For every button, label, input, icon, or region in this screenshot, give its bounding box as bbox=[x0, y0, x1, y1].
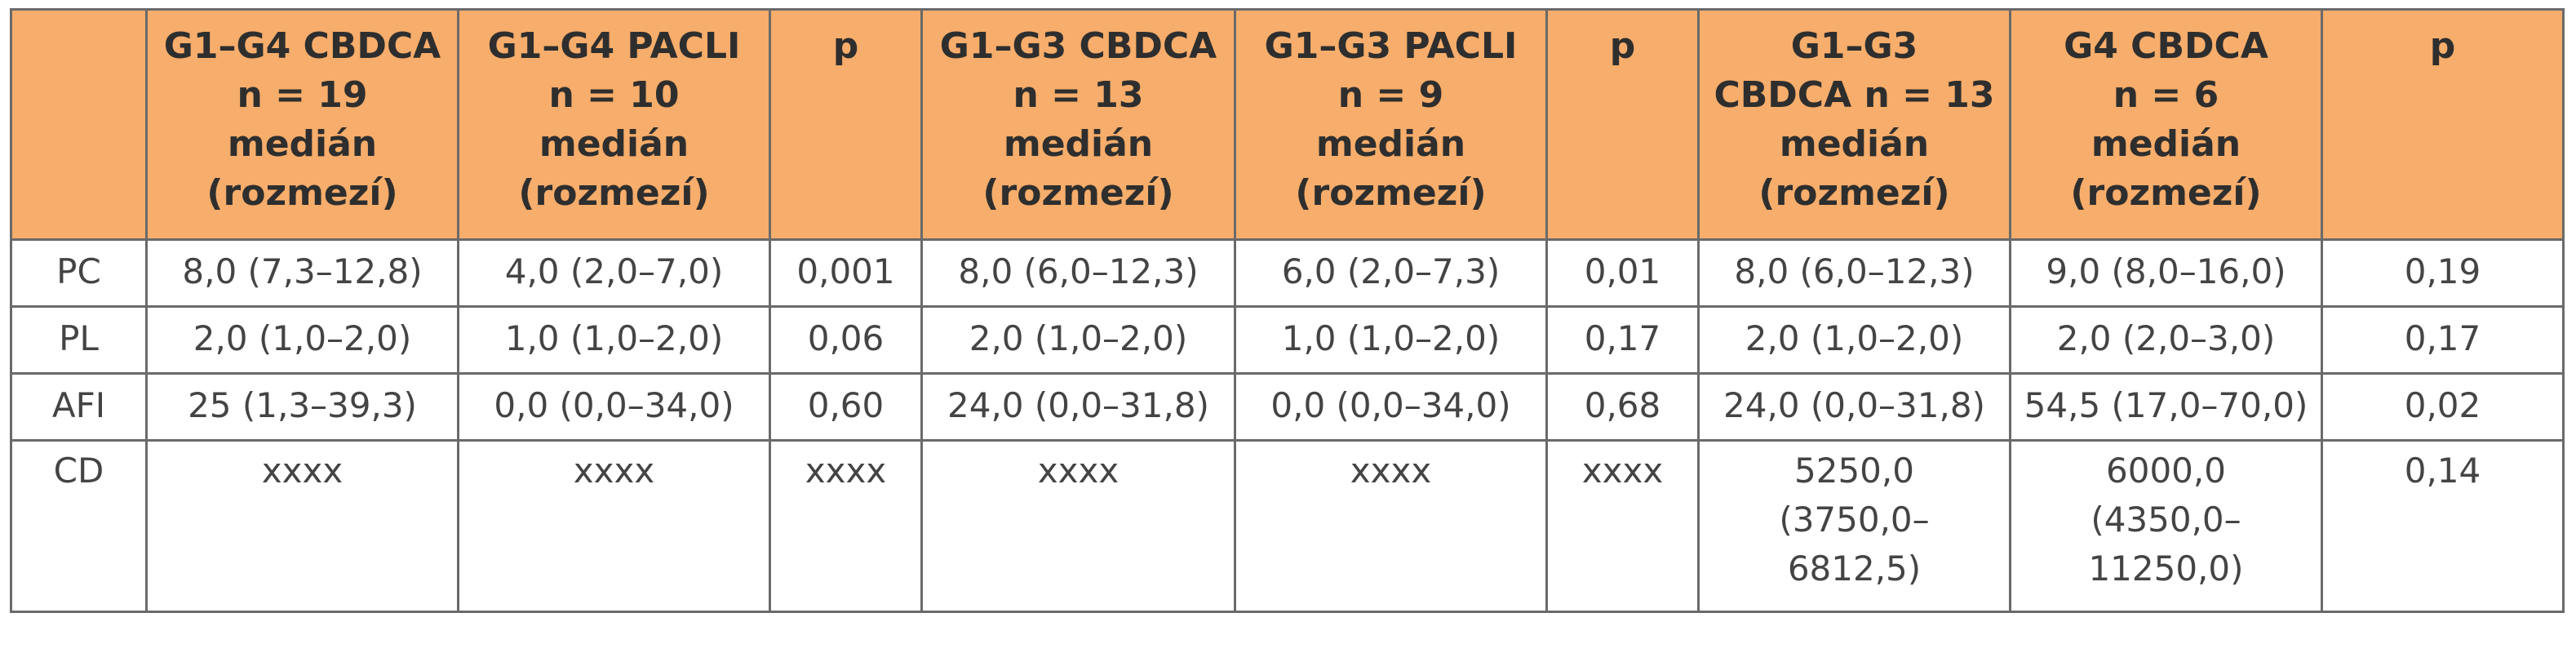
header-line: n = 10 bbox=[548, 74, 680, 116]
table-cell: 8,0 (7,3–12,8) bbox=[145, 238, 459, 308]
header-cell-p-1: p bbox=[769, 8, 923, 241]
header-line: medián bbox=[1003, 123, 1154, 165]
table-cell: 0,0 (0,0–34,0) bbox=[457, 372, 771, 442]
table-row-cd: CD xxxx xxxx xxxx xxxx xxxx xxxx 5250,0 … bbox=[10, 439, 2565, 613]
cell-line: 6812,5) bbox=[1787, 549, 1922, 589]
table-header-row: G1–G4 CBDCA n = 19 medián (rozmezí) G1–G… bbox=[10, 8, 2565, 241]
header-line: G1–G4 PACLI bbox=[487, 25, 741, 67]
table-cell: xxxx bbox=[920, 439, 1236, 613]
cell-line: 5250,0 bbox=[1794, 451, 1914, 491]
table-cell: 0,001 bbox=[769, 238, 923, 308]
table-cell: xxxx bbox=[1545, 439, 1700, 613]
header-cell-g1g4-cbdca: G1–G4 CBDCA n = 19 medián (rozmezí) bbox=[145, 8, 459, 241]
results-table-container: G1–G4 CBDCA n = 19 medián (rozmezí) G1–G… bbox=[10, 8, 2565, 613]
row-label: CD bbox=[10, 439, 148, 613]
table-cell: 2,0 (2,0–3,0) bbox=[2009, 305, 2323, 375]
header-line: p bbox=[1609, 25, 1636, 67]
header-line: (rozmezí) bbox=[2070, 172, 2262, 214]
cell-line: (4350,0– bbox=[2091, 500, 2241, 540]
header-line: (rozmezí) bbox=[1758, 172, 1950, 214]
header-line: G1–G3 PACLI bbox=[1264, 25, 1518, 67]
table-cell: xxxx bbox=[769, 439, 923, 613]
table-cell: 24,0 (0,0–31,8) bbox=[920, 372, 1236, 442]
table-cell: xxxx bbox=[1234, 439, 1548, 613]
header-line: n = 13 bbox=[1013, 74, 1144, 116]
table-row-pl: PL 2,0 (1,0–2,0) 1,0 (1,0–2,0) 0,06 2,0 … bbox=[10, 305, 2565, 375]
row-label: PL bbox=[10, 305, 148, 375]
table-cell: 2,0 (1,0–2,0) bbox=[145, 305, 459, 375]
table-cell: 4,0 (2,0–7,0) bbox=[457, 238, 771, 308]
table-cell: 0,19 bbox=[2321, 238, 2565, 308]
header-line: medián bbox=[539, 123, 689, 165]
row-label: PC bbox=[10, 238, 148, 308]
results-table: G1–G4 CBDCA n = 19 medián (rozmezí) G1–G… bbox=[10, 8, 2565, 613]
header-line: p bbox=[832, 25, 859, 67]
table-cell: 0,0 (0,0–34,0) bbox=[1234, 372, 1548, 442]
table-cell: 9,0 (8,0–16,0) bbox=[2009, 238, 2323, 308]
header-cell-g1g4-pacli: G1–G4 PACLI n = 10 medián (rozmezí) bbox=[457, 8, 771, 241]
table-cell: 8,0 (6,0–12,3) bbox=[920, 238, 1236, 308]
table-cell: 25 (1,3–39,3) bbox=[145, 372, 459, 442]
table-cell: 0,60 bbox=[769, 372, 923, 442]
header-line: (rozmezí) bbox=[982, 172, 1174, 214]
table-cell: 1,0 (1,0–2,0) bbox=[457, 305, 771, 375]
cell-line: 6000,0 bbox=[2106, 451, 2226, 491]
table-cell: 24,0 (0,0–31,8) bbox=[1697, 372, 2011, 442]
header-line: G1–G4 CBDCA bbox=[163, 25, 441, 67]
header-line: (rozmezí) bbox=[206, 172, 398, 214]
table-cell: 5250,0 (3750,0– 6812,5) bbox=[1697, 439, 2011, 613]
header-line: G1–G3 bbox=[1790, 25, 1918, 67]
header-cell-p-2: p bbox=[1545, 8, 1700, 241]
table-cell: 0,01 bbox=[1545, 238, 1700, 308]
table-cell: xxxx bbox=[457, 439, 771, 613]
cell-line: (3750,0– bbox=[1779, 500, 1930, 540]
table-cell: xxxx bbox=[145, 439, 459, 613]
header-line: CBDCA n = 13 bbox=[1714, 74, 1995, 116]
header-line: p bbox=[2429, 25, 2456, 67]
header-line: medián bbox=[1315, 123, 1466, 165]
table-cell: 0,68 bbox=[1545, 372, 1700, 442]
table-cell: 6,0 (2,0–7,3) bbox=[1234, 238, 1548, 308]
table-cell: 2,0 (1,0–2,0) bbox=[920, 305, 1236, 375]
table-cell: 0,17 bbox=[1545, 305, 1700, 375]
header-cell-p-3: p bbox=[2321, 8, 2565, 241]
table-cell: 1,0 (1,0–2,0) bbox=[1234, 305, 1548, 375]
header-line: G1–G3 CBDCA bbox=[939, 25, 1217, 67]
header-cell-blank bbox=[10, 8, 148, 241]
header-line: medián bbox=[227, 123, 378, 165]
header-line: n = 19 bbox=[237, 74, 368, 116]
table-cell: 0,02 bbox=[2321, 372, 2565, 442]
table-row-afi: AFI 25 (1,3–39,3) 0,0 (0,0–34,0) 0,60 24… bbox=[10, 372, 2565, 442]
table-cell: 0,06 bbox=[769, 305, 923, 375]
table-row-pc: PC 8,0 (7,3–12,8) 4,0 (2,0–7,0) 0,001 8,… bbox=[10, 238, 2565, 308]
header-line: medián bbox=[1779, 123, 1930, 165]
header-cell-g1g3-cbdca: G1–G3 CBDCA n = 13 medián (rozmezí) bbox=[920, 8, 1236, 241]
header-line: n = 9 bbox=[1337, 74, 1444, 116]
table-cell: 8,0 (6,0–12,3) bbox=[1697, 238, 2011, 308]
table-cell: 2,0 (1,0–2,0) bbox=[1697, 305, 2011, 375]
header-line: (rozmezí) bbox=[518, 172, 710, 214]
header-cell-g1g3-pacli: G1–G3 PACLI n = 9 medián (rozmezí) bbox=[1234, 8, 1548, 241]
row-label: AFI bbox=[10, 372, 148, 442]
header-cell-g4-cbdca: G4 CBDCA n = 6 medián (rozmezí) bbox=[2009, 8, 2323, 241]
cell-line: 11250,0) bbox=[2088, 549, 2244, 589]
table-cell: 0,17 bbox=[2321, 305, 2565, 375]
header-line: n = 6 bbox=[2113, 74, 2219, 116]
header-line: G4 CBDCA bbox=[2064, 25, 2268, 67]
header-line: (rozmezí) bbox=[1295, 172, 1487, 214]
table-cell: 6000,0 (4350,0– 11250,0) bbox=[2009, 439, 2323, 613]
table-cell: 54,5 (17,0–70,0) bbox=[2009, 372, 2323, 442]
header-line: medián bbox=[2091, 123, 2241, 165]
header-cell-g1g3-cbdca-2: G1–G3 CBDCA n = 13 medián (rozmezí) bbox=[1697, 8, 2011, 241]
table-cell: 0,14 bbox=[2321, 439, 2565, 613]
